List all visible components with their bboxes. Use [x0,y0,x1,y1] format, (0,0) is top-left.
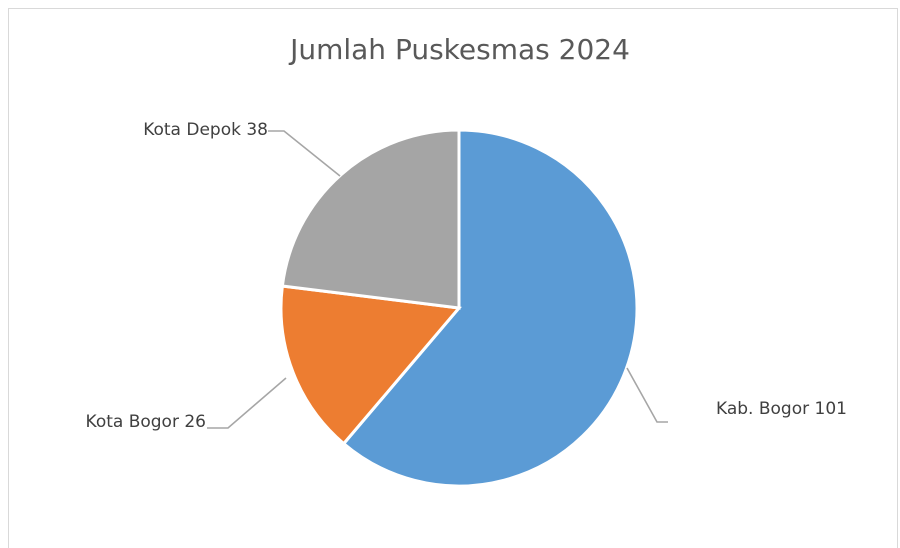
data-label: Kota Depok 38 [143,120,268,140]
data-label: Kab. Bogor 101 [716,399,847,419]
data-label: Kota Bogor 26 [86,412,206,432]
pie-slice-kota-bogor [279,284,462,446]
leader-line [268,130,341,177]
leader-line [626,367,668,423]
pie-slice-kab-bogor [341,128,639,488]
chart-title: Jumlah Puskesmas 2024 [288,33,630,66]
pie-slice-kota-depok [280,128,461,310]
data-labels: Kab. Bogor 101 Kota Bogor 26 Kota Depok 38 [86,120,847,432]
leader-lines [207,130,668,429]
pie-slices [279,128,639,488]
leader-line [207,377,287,429]
